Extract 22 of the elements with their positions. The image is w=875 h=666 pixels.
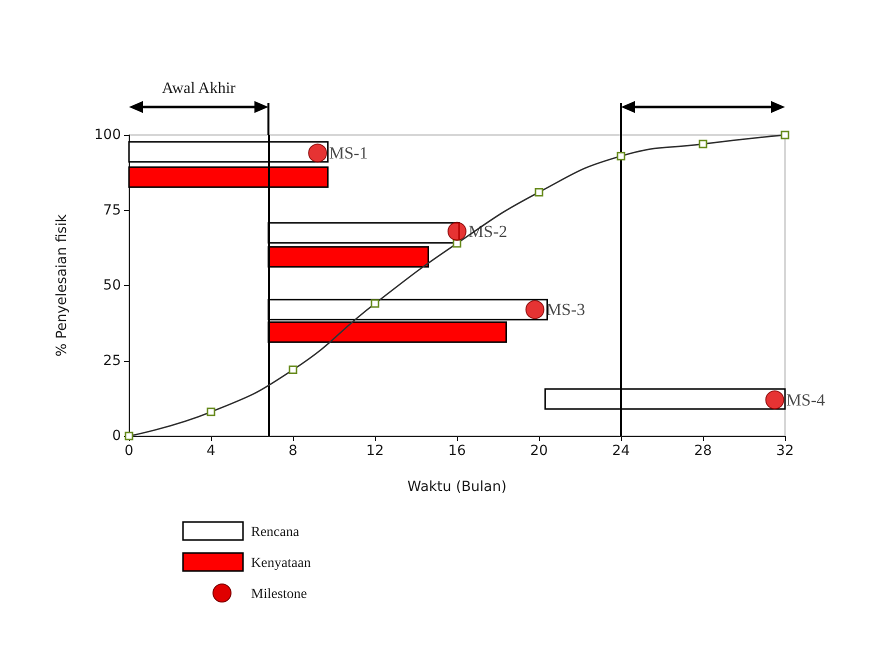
y-tick-label: 100 [94,127,121,143]
x-tick-label: 24 [612,443,630,459]
data-label: MS-4 [786,390,826,410]
legend-label: Rencana [251,525,300,540]
data-label: MS-1 [329,144,368,163]
y-tick-label: 50 [103,278,121,294]
x-tick-label: 0 [124,443,134,459]
x-axis-title: Waktu (Bulan) [407,479,507,495]
y-tick-label: 75 [103,202,121,218]
legend-label: Kenyataan [251,556,311,571]
x-tick-label: 20 [530,443,548,459]
y-tick-label: 0 [112,428,121,444]
x-tick-label: 4 [206,443,216,459]
x-tick-label: 28 [694,443,712,459]
x-tick-label: 8 [288,443,298,459]
x-tick-label: 32 [776,443,794,459]
text: Awal Akhir [162,80,236,97]
y-tick-label: 25 [103,352,121,369]
x-tick-label: 12 [366,443,384,459]
y-axis-title: % Penyelesaian fisik [54,213,70,357]
x-tick-label: 16 [448,443,466,459]
legend-label: Milestone [251,587,307,602]
